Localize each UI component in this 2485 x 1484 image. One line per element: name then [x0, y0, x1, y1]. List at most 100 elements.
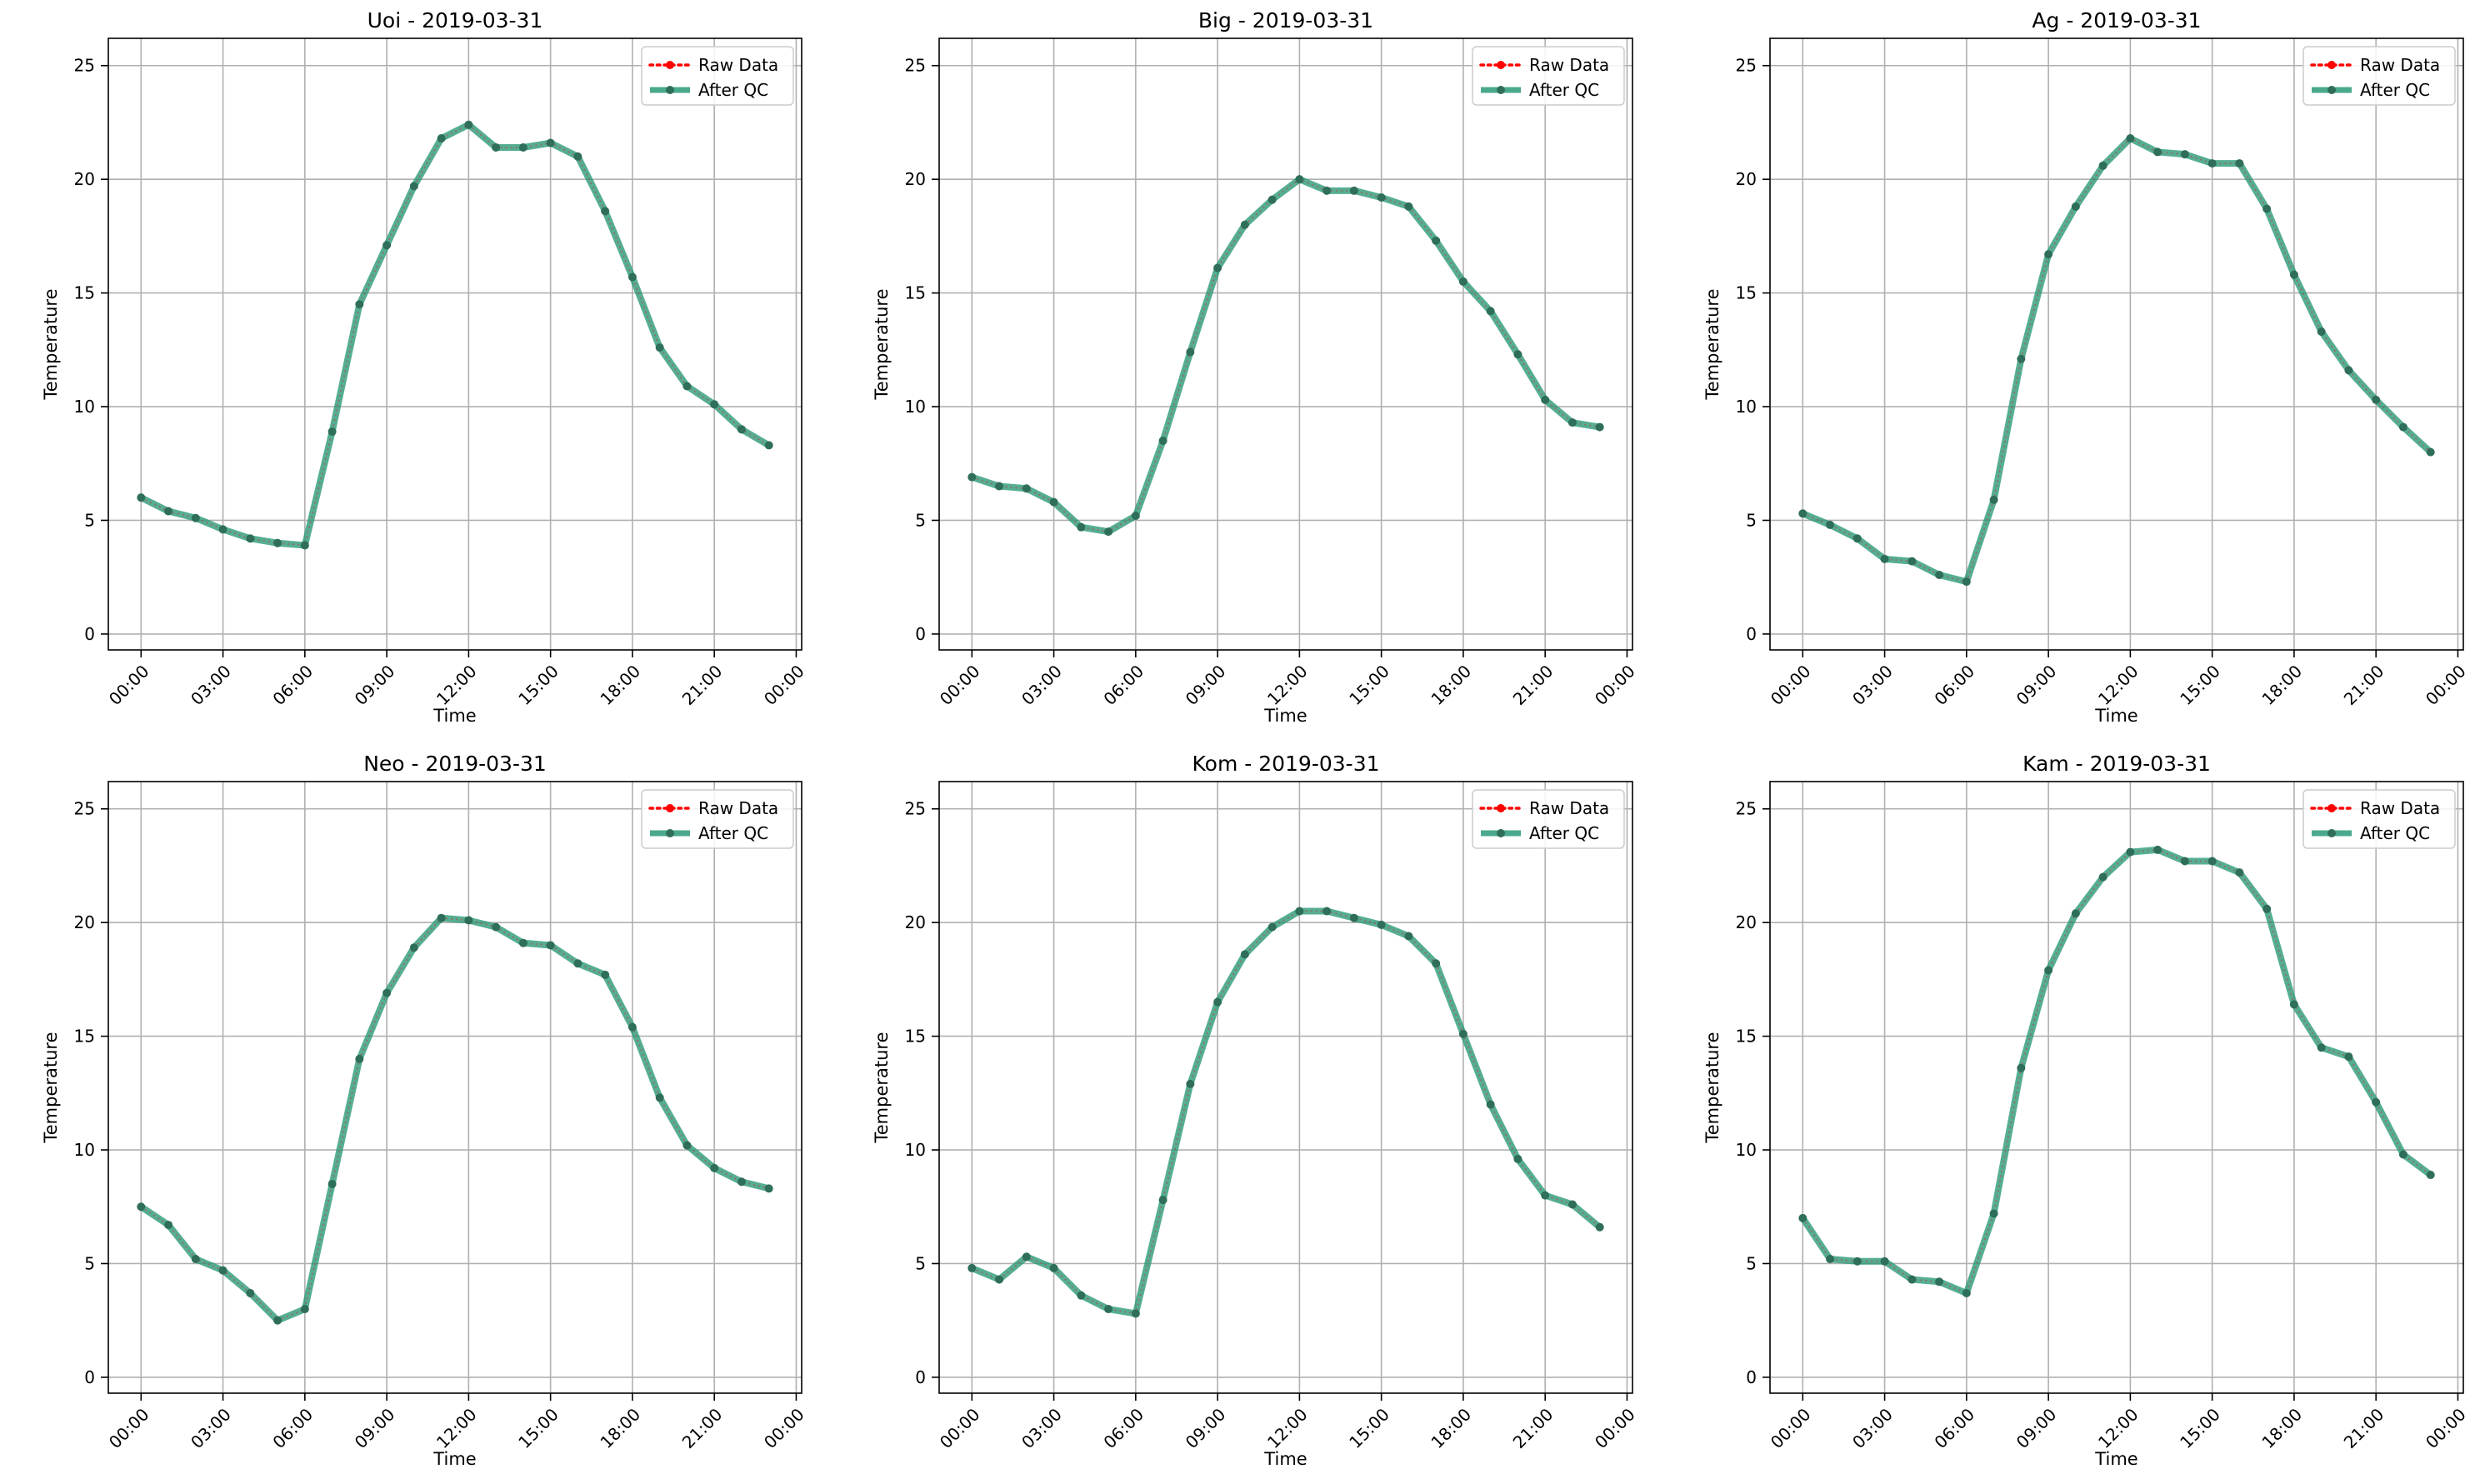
- x-axis-label: Time: [1263, 706, 1307, 726]
- data-point: [2235, 868, 2244, 877]
- data-point: [518, 142, 528, 152]
- y-tick-label: 25: [1736, 56, 1757, 76]
- x-tick-label: 18:00: [596, 1404, 644, 1452]
- y-tick-label: 0: [84, 1367, 95, 1387]
- axes-frame: [1769, 781, 2464, 1394]
- x-tick-label: 03:00: [187, 1404, 235, 1452]
- data-point: [1432, 959, 1441, 968]
- legend: Raw Data After QC: [2302, 789, 2456, 849]
- x-tick-label: 15:00: [514, 661, 562, 709]
- legend-marker-after-qc: [2328, 86, 2336, 94]
- data-point: [2344, 1052, 2353, 1062]
- legend-label-raw-data: Raw Data: [698, 55, 778, 75]
- legend-marker-after-qc: [1497, 86, 1505, 94]
- data-point: [1104, 1305, 1113, 1314]
- data-point: [764, 1184, 773, 1193]
- y-axis-label: Temperature: [872, 288, 892, 400]
- x-tick-label: 00:00: [1591, 1404, 1639, 1452]
- data-point: [1458, 277, 1468, 286]
- data-point: [1213, 997, 1222, 1007]
- data-point: [2398, 1150, 2408, 1159]
- subplot-5: 00:00 03:00 06:00 09:00 12:00 15:00 18:00 21:00…: [872, 752, 1639, 1469]
- subplot-3: 00:00 03:00 06:00 09:00 12:00 15:00 18:00 21:00…: [1702, 8, 2470, 726]
- x-tick-label: 21:00: [1509, 1404, 1558, 1452]
- y-tick-label: 10: [1736, 397, 1757, 417]
- data-point: [995, 1275, 1004, 1284]
- data-point: [164, 507, 173, 516]
- x-tick-label: 06:00: [1930, 661, 1978, 709]
- data-point: [1989, 1209, 1998, 1218]
- data-point: [137, 493, 146, 502]
- data-point: [464, 916, 473, 925]
- data-point: [1989, 495, 1998, 504]
- y-tick-label: 0: [915, 1367, 926, 1387]
- series-line-raw-data: [140, 917, 769, 1322]
- data-point: [355, 300, 364, 309]
- data-point: [2071, 202, 2080, 211]
- data-point: [246, 534, 255, 543]
- data-point: [137, 1202, 146, 1212]
- y-tick-label: 5: [1746, 1253, 1757, 1273]
- subplot-title: Neo - 2019-03-31: [363, 752, 547, 776]
- data-point: [1908, 557, 1917, 566]
- data-point: [1213, 263, 1222, 272]
- series-line-after-qc: [138, 914, 772, 1324]
- subplot-title: Kom - 2019-03-31: [1192, 752, 1380, 776]
- data-point: [2372, 1097, 2381, 1107]
- series-line-after-qc: [968, 907, 1603, 1317]
- data-point: [464, 120, 473, 129]
- legend-label-after-qc: After QC: [2360, 823, 2430, 843]
- x-tick-label: 03:00: [187, 661, 235, 709]
- axes-frame: [938, 37, 1633, 651]
- legend-marker-after-qc: [2328, 829, 2336, 837]
- data-point: [382, 241, 392, 250]
- data-point: [273, 538, 282, 547]
- x-tick-label: 00:00: [1767, 1404, 1815, 1452]
- x-tick-label: 12:00: [1263, 661, 1312, 709]
- x-axis-label: Time: [432, 1449, 476, 1469]
- x-tick-label: 12:00: [2094, 661, 2142, 709]
- data-point: [1935, 570, 1944, 579]
- plot-area: [939, 782, 1632, 1393]
- data-point: [1404, 202, 1413, 211]
- data-point: [2289, 1000, 2298, 1009]
- data-point: [1513, 350, 1522, 359]
- legend-marker-raw-data: [1497, 61, 1505, 69]
- x-tick-label: 21:00: [2340, 1404, 2388, 1452]
- data-point: [2262, 204, 2272, 213]
- data-point: [682, 382, 692, 391]
- data-point: [2153, 147, 2162, 157]
- y-tick-label: 0: [1746, 1367, 1757, 1387]
- series-line-after-qc: [1799, 846, 2434, 1297]
- data-point: [1541, 395, 1550, 404]
- x-tick-label: 00:00: [760, 661, 808, 709]
- x-tick-label: 06:00: [1930, 1404, 1978, 1452]
- y-tick-label: 10: [905, 397, 926, 417]
- data-point: [1852, 534, 1862, 543]
- data-point: [737, 1177, 746, 1187]
- x-tick-label: 12:00: [432, 1404, 481, 1452]
- x-tick-label: 00:00: [1767, 661, 1815, 709]
- x-tick-label: 00:00: [105, 661, 153, 709]
- legend: Raw Data After QC: [1472, 46, 1625, 106]
- x-tick-label: 00:00: [2422, 1404, 2470, 1452]
- data-point: [682, 1141, 692, 1150]
- y-tick-label: 5: [915, 1253, 926, 1273]
- x-axis-label: Time: [432, 706, 476, 726]
- data-point: [409, 943, 418, 952]
- data-point: [437, 134, 446, 143]
- data-point: [1432, 236, 1441, 245]
- y-tick-label: 0: [915, 624, 926, 644]
- data-point: [2235, 159, 2244, 168]
- y-tick-label: 10: [1736, 1140, 1757, 1160]
- data-point: [2317, 1043, 2326, 1052]
- x-tick-label: 18:00: [1427, 661, 1475, 709]
- data-point: [2153, 845, 2162, 854]
- data-point: [1049, 1263, 1058, 1272]
- data-point: [218, 525, 228, 534]
- data-point: [300, 541, 309, 550]
- data-point: [2262, 904, 2272, 913]
- legend-label-raw-data: Raw Data: [2360, 55, 2440, 75]
- data-point: [1962, 1288, 1971, 1297]
- legend: Raw Data After QC: [2302, 46, 2456, 106]
